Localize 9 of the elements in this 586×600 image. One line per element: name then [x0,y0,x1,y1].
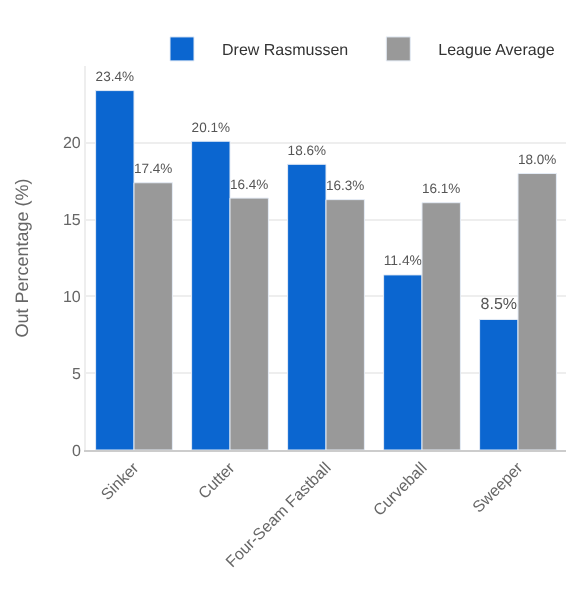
y-tick-label: 0 [71,441,82,460]
y-tick-label: 10 [62,288,82,306]
legend-label: Drew Rasmussen [222,41,349,60]
legend-label: League Average [438,41,556,60]
data-label: 8.5% [480,295,518,314]
y-tick-label: 15 [62,211,82,230]
y-tick-label: 5 [71,364,82,383]
y-tick-label: 20 [62,134,82,153]
y-axis-title: Out Percentage (%) [11,178,32,338]
